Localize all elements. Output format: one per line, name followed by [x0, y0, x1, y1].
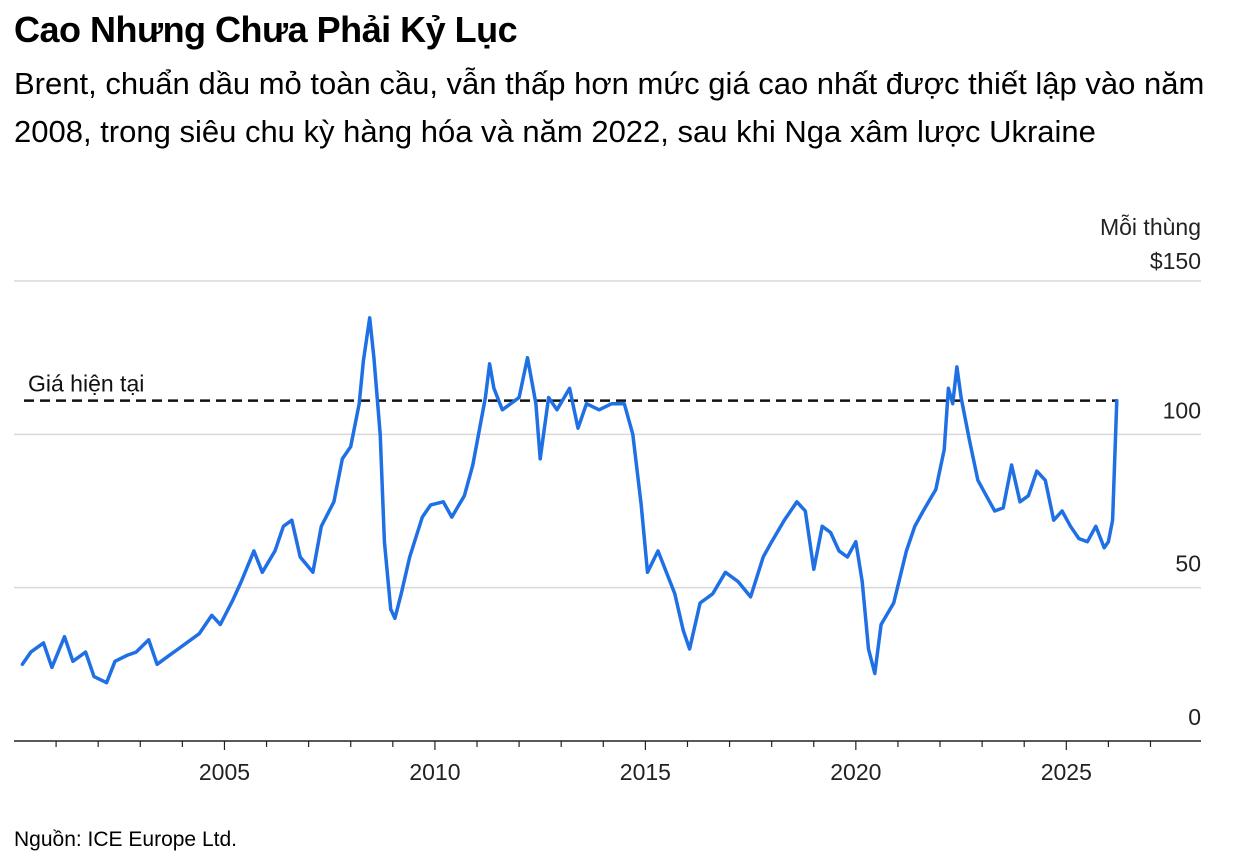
x-tick-label: 2020 [830, 759, 881, 785]
y-tick-label: 0 [1188, 704, 1201, 730]
x-tick-label: 2010 [409, 759, 460, 785]
series-layer [20, 316, 1119, 685]
series-line-brent [20, 316, 1119, 685]
chart-area: Giá hiện tại Mỗi thùng $150 100 50 0 2005 201… [0, 200, 1233, 810]
chart-title: Cao Nhưng Chưa Phải Kỷ Lục [14, 9, 518, 50]
x-axis [14, 740, 1201, 750]
y-tick-label: $150 [1150, 248, 1201, 274]
gridlines [14, 280, 1201, 589]
x-tick-label: 2015 [620, 759, 671, 785]
y-tick-label: 50 [1175, 551, 1201, 577]
y-axis-unit-label: Mỗi thùng [1100, 214, 1201, 240]
brent-price-chart: Giá hiện tại Mỗi thùng $150 100 50 0 2005 201… [14, 214, 1201, 785]
axis-labels: Mỗi thùng $150 100 50 0 2005 2010 2015 2020 2025 [199, 214, 1201, 785]
x-tick-label: 2005 [199, 759, 250, 785]
x-tick-label: 2025 [1041, 759, 1092, 785]
chart-subtitle: Brent, chuẩn dầu mỏ toàn cầu, vẫn thấp h… [14, 66, 1205, 149]
y-tick-label: 100 [1163, 397, 1201, 423]
reference-line-label: Giá hiện tại [28, 371, 144, 397]
source-note: Nguồn: ICE Europe Ltd. [14, 828, 237, 851]
